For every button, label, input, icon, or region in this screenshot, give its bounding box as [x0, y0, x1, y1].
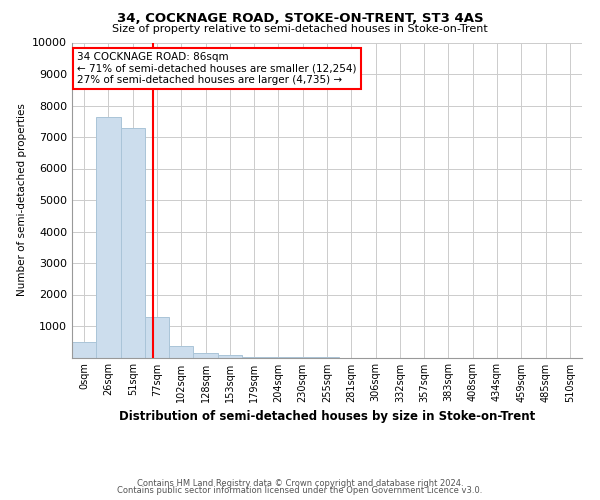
Y-axis label: Number of semi-detached properties: Number of semi-detached properties: [17, 104, 26, 296]
Bar: [72, 342, 96, 357]
Bar: [145, 316, 169, 358]
Text: Contains HM Land Registry data © Crown copyright and database right 2024.: Contains HM Land Registry data © Crown c…: [137, 478, 463, 488]
X-axis label: Distribution of semi-detached houses by size in Stoke-on-Trent: Distribution of semi-detached houses by …: [119, 410, 535, 423]
Bar: [193, 353, 218, 358]
Text: 34, COCKNAGE ROAD, STOKE-ON-TRENT, ST3 4AS: 34, COCKNAGE ROAD, STOKE-ON-TRENT, ST3 4…: [116, 12, 484, 26]
Text: Contains public sector information licensed under the Open Government Licence v3: Contains public sector information licen…: [118, 486, 482, 495]
Bar: [218, 356, 242, 358]
Text: 34 COCKNAGE ROAD: 86sqm
← 71% of semi-detached houses are smaller (12,254)
27% o: 34 COCKNAGE ROAD: 86sqm ← 71% of semi-de…: [77, 52, 356, 85]
Text: Size of property relative to semi-detached houses in Stoke-on-Trent: Size of property relative to semi-detach…: [112, 24, 488, 34]
Bar: [242, 357, 266, 358]
Bar: [96, 116, 121, 358]
Bar: [169, 346, 193, 358]
Bar: [121, 128, 145, 358]
